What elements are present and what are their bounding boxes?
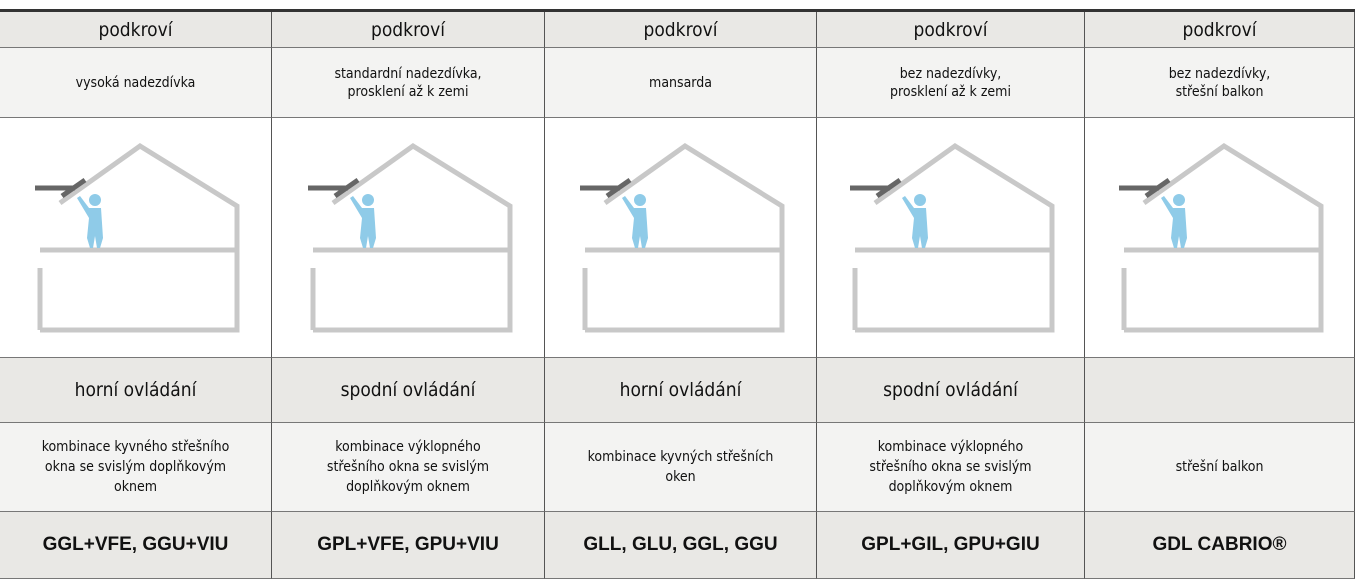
cell: kombinace výklopného střešního okna se sv… [272,423,545,512]
room-label: podkroví [371,18,445,41]
cell: podkroví [817,12,1085,48]
cell: spodní ovládání [272,358,545,423]
house [585,146,782,330]
type-line: mansarda [649,74,712,91]
top-rule [0,9,1355,12]
window [35,177,87,199]
product-codes: GPL+GIL, GPU+GIU [861,534,1040,555]
cell [272,118,545,358]
type-line: bez nadezdívky, [1168,65,1271,82]
window [580,177,632,199]
cell: GPL+GIL, GPU+GIU [817,512,1085,579]
person [349,194,376,248]
description-line: střešního okna se svislým [326,459,490,475]
window [850,177,902,199]
cell: podkroví [1085,12,1355,48]
control-label: horní ovládání [74,379,197,401]
description-line: střešního okna se svislým [869,459,1032,475]
cell [0,118,272,358]
room-label: podkroví [643,18,718,41]
cell: podkroví [272,12,545,48]
type-line: střešní balkon [1175,83,1264,100]
cell: kombinace výklopného střešního okna se sv… [817,423,1085,512]
description-line: kombinace výklopného [877,439,1024,455]
room-label: podkroví [1182,18,1257,41]
person [622,194,648,248]
type-line: bez nadezdívky, [899,65,1002,82]
person [1161,194,1187,248]
cell: horní ovládání [545,358,817,423]
type-line: standardní nadezdívka, [334,65,482,82]
control-label: horní ovládání [619,379,742,401]
cell: mansarda [545,48,817,118]
description-line: kombinace výklopného [335,439,481,455]
cell: GGL+VFE, GGU+VIU [0,512,272,579]
product-codes: GLL, GLU, GGL, GGU [583,534,778,555]
description-line: kombinace kyvného střešního [41,439,230,455]
house-illustration [850,118,1086,357]
cell [545,118,817,358]
cell: bez nadezdívky, střešní balkon [1085,48,1355,118]
house-illustration [1119,118,1355,357]
cell: horní ovládání [0,358,272,423]
cell: vysoká nadezdívka [0,48,272,118]
cell: GDL CABRIO® [1085,512,1355,579]
product-codes: GDL CABRIO® [1152,534,1287,555]
person [902,194,928,248]
type-line: vysoká nadezdívka [75,74,196,91]
description-line: doplňkovým oknem [888,479,1013,495]
house [313,146,510,330]
cell: podkroví [0,12,272,48]
type-line: prosklení až k zemi [890,83,1011,100]
person [77,194,103,248]
cell: GLL, GLU, GGL, GGU [545,512,817,579]
house [40,146,237,330]
cell [1085,358,1355,423]
cell: bez nadezdívky, prosklení až k zemi [817,48,1085,118]
cell: podkroví [545,12,817,48]
description-line: doplňkovým oknem [346,479,470,495]
cell: kombinace kyvného střešního okna se svisl… [0,423,272,512]
room-label: podkroví [913,18,988,41]
window [1119,177,1171,199]
window [307,177,359,199]
product-codes: GPL+VFE, GPU+VIU [317,534,499,555]
description-line: střešní balkon [1175,459,1264,475]
house [855,146,1052,330]
type-line: prosklení až k zemi [347,83,469,100]
cell: GPL+VFE, GPU+VIU [272,512,545,579]
cell: střešní balkon [1085,423,1355,512]
description-line: oknem [113,479,157,495]
control-label: spodní ovládání [340,379,476,401]
description-line: oken [665,469,696,485]
house-illustration [580,118,816,357]
room-label: podkroví [98,18,173,41]
cell [1085,118,1355,358]
house [1124,146,1321,330]
cell: kombinace kyvných střešních oken [545,423,817,512]
cell [817,118,1085,358]
product-codes: GGL+VFE, GGU+VIU [42,534,229,555]
house-illustration [307,118,544,357]
description-line: kombinace kyvných střešních [587,449,774,465]
cell: standardní nadezdívka, prosklení až k zem… [272,48,545,118]
description-line: okna se svislým doplňkovým [44,459,227,475]
control-label: spodní ovládání [883,379,1018,401]
house-illustration [35,118,271,357]
cell: spodní ovládání [817,358,1085,423]
